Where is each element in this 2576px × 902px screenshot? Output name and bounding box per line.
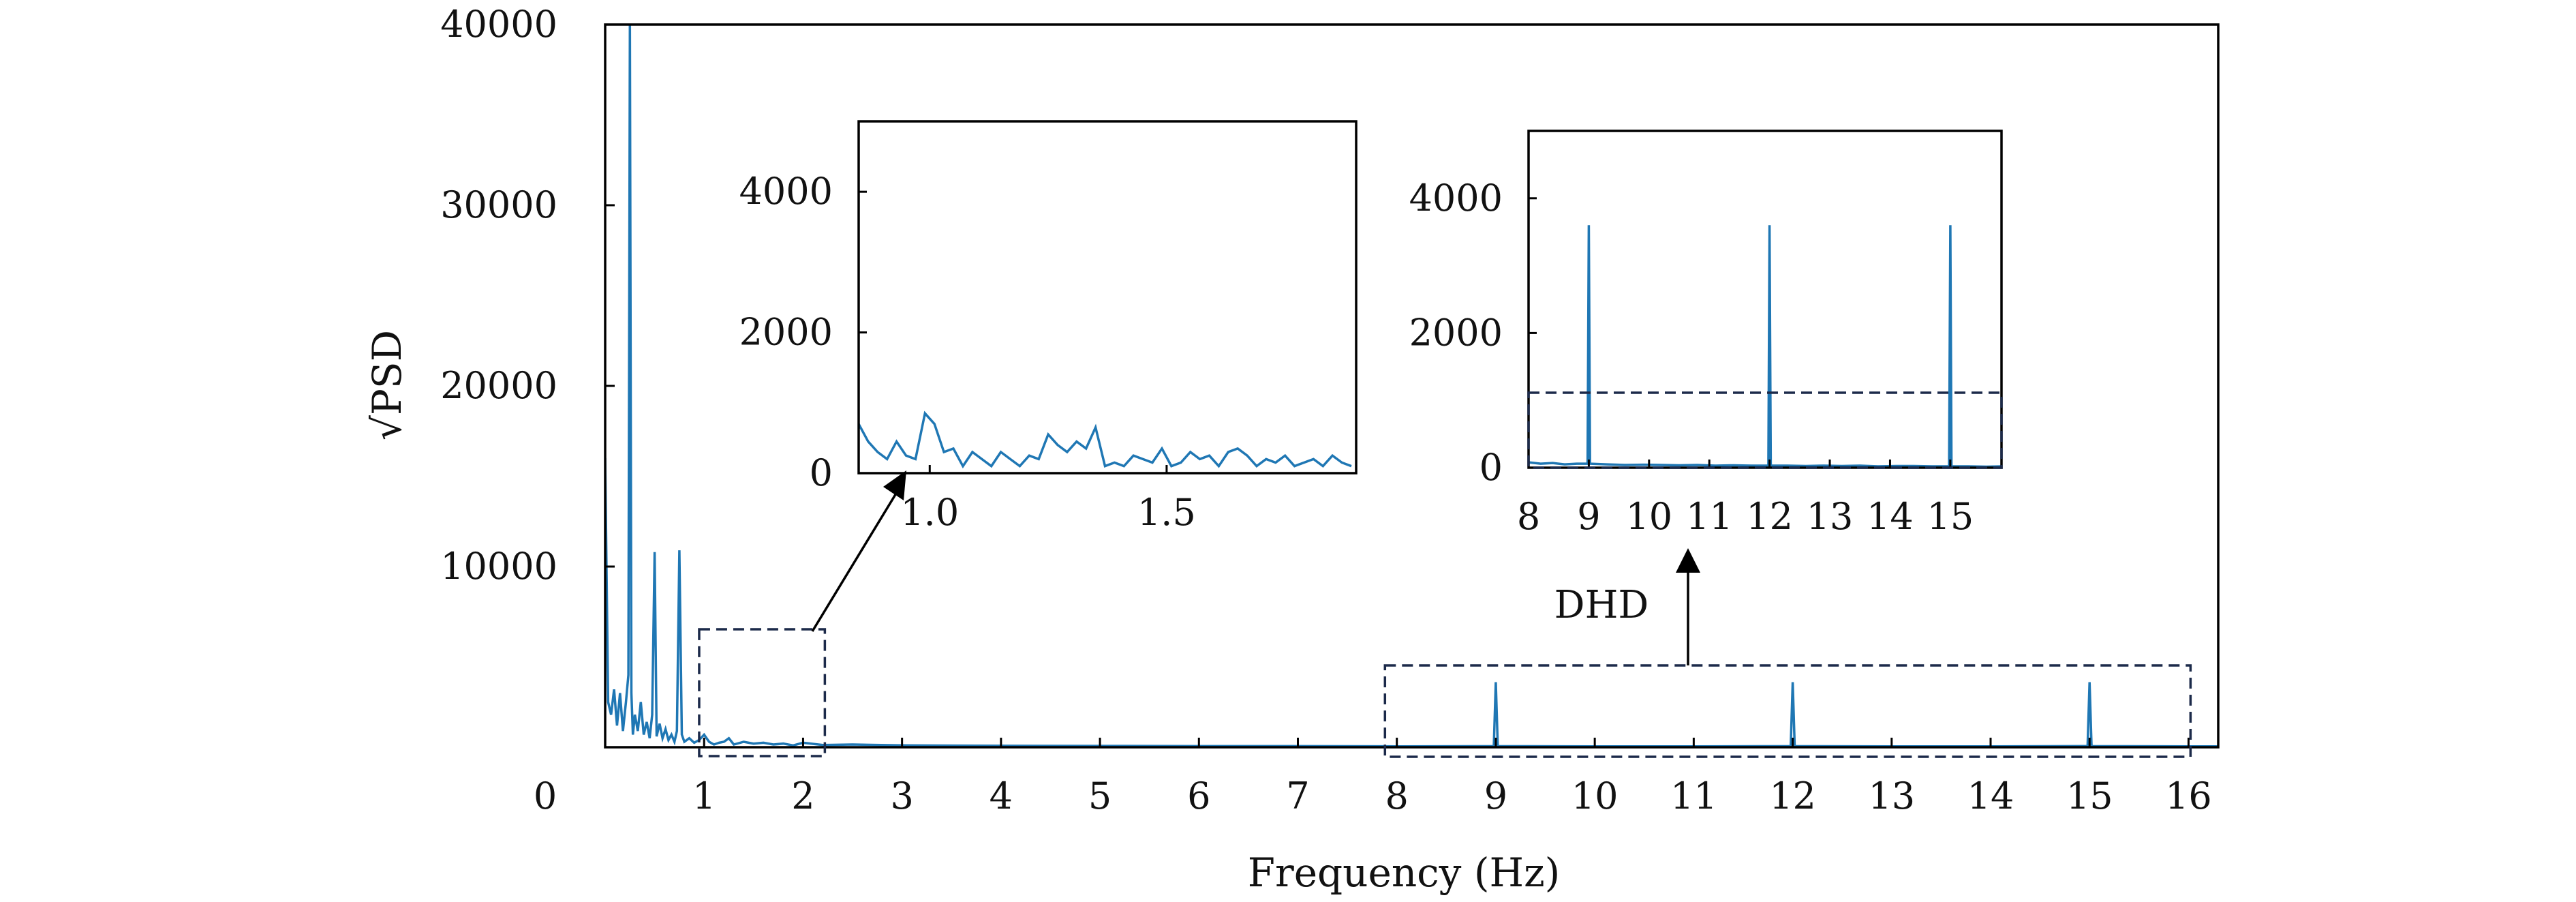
- x-tick-label: 13: [1868, 775, 1915, 817]
- low-frequency-zoom-box: [698, 628, 827, 757]
- x-tick-label: 8: [1385, 775, 1409, 817]
- inset-series-line: [1529, 225, 2002, 468]
- inset-x-tick-label: 10: [1625, 495, 1672, 538]
- x-tick-label: 6: [1187, 775, 1210, 817]
- inset-y-tick-label: 2000: [1409, 311, 1503, 354]
- inset-y-tick-label: 4000: [739, 170, 833, 213]
- y-tick-label: 10000: [440, 545, 557, 588]
- main-plot: 0 1 2 3 4 5 6 7 8 9 10 11 12 13 14 15 161000020000300004…: [440, 3, 2220, 817]
- dhd-label: DHD: [1554, 583, 1649, 627]
- inset-y-tick-label: 0: [1479, 446, 1503, 489]
- x-tick-label: 14: [1967, 775, 2014, 817]
- low-frequency-inset: 1.0 1.5 0 2000 4000: [739, 120, 1358, 534]
- inset-y-tick-label: 4000: [1409, 177, 1503, 220]
- x-tick-label: 4: [990, 775, 1013, 817]
- x-tick-label: 16: [2165, 775, 2212, 817]
- dhd-zoom-box: [1383, 664, 2192, 758]
- inset-x-tick-label: 12: [1746, 495, 1793, 538]
- x-tick-label: 15: [2066, 775, 2113, 817]
- inset-y-tick-label: 0: [810, 451, 833, 494]
- x-tick-label: 9: [1484, 775, 1507, 817]
- zoom-arrow-line: [811, 492, 898, 632]
- y-tick-label: 20000: [440, 364, 557, 407]
- inset-x-tick-label: 11: [1686, 495, 1733, 538]
- y-tick-label: 40000: [440, 3, 557, 46]
- x-tick-label: 12: [1769, 775, 1816, 817]
- x-tick-label: 11: [1670, 775, 1717, 817]
- x-tick-label: 3: [890, 775, 913, 817]
- inset-x-tick-label: 9: [1577, 495, 1600, 538]
- zoom-arrow-head: [883, 470, 906, 500]
- inset-high-zoom-region: [1527, 391, 2003, 469]
- x-tick-label: 10: [1571, 775, 1619, 817]
- inset-x-tick-label: 8: [1517, 495, 1540, 538]
- dhd-arrow-head: [1676, 548, 1700, 573]
- inset-x-tick-label: 13: [1807, 495, 1854, 538]
- x-tick-label: 5: [1088, 775, 1111, 817]
- inset-frame: [857, 120, 1358, 475]
- y-axis-label: √PSD: [364, 330, 410, 440]
- x-tick-label: 0: [534, 775, 557, 817]
- x-tick-label: 7: [1286, 775, 1309, 817]
- inset-frame: [1527, 130, 2003, 469]
- inset-y-tick-label: 2000: [739, 311, 833, 354]
- inset-series-line: [859, 410, 1352, 469]
- inset-x-tick-label: 15: [1927, 495, 1974, 538]
- inset-x-tick-label: 1.0: [900, 491, 959, 534]
- x-axis-label: Frequency (Hz): [1248, 850, 1561, 896]
- psd-series-line: [605, 25, 2218, 747]
- x-tick-label: 1: [692, 775, 716, 817]
- main-plot-frame: [604, 23, 2220, 749]
- inset-x-tick-label: 14: [1867, 495, 1914, 538]
- zoom-annotations: [698, 391, 2192, 758]
- y-tick-label: 30000: [440, 183, 557, 226]
- dhd-inset: 8 9 10 11 12 13 14 15 0 2000 4000: [1409, 130, 2003, 538]
- x-tick-label: 2: [791, 775, 814, 817]
- inset-x-tick-label: 1.5: [1137, 491, 1196, 534]
